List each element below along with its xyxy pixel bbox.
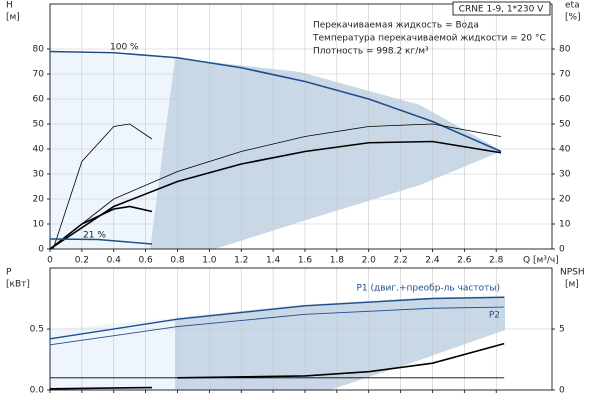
plot-frame <box>49 3 553 250</box>
x-tick-label: 1.6 <box>298 256 313 266</box>
y2-tick-label: 0 <box>559 386 565 396</box>
y-tick-label: 70 <box>33 70 45 80</box>
y2-tick-label: 80 <box>559 45 571 55</box>
info-line: Температура перекачиваемой жидкости = 20… <box>312 34 546 44</box>
range-dark <box>175 296 505 390</box>
curve <box>49 238 153 245</box>
y2-tick-label: 40 <box>559 145 571 155</box>
y-axis-title: P <box>6 268 12 278</box>
y2-tick-label: 30 <box>559 170 571 180</box>
x-tick-label: 2.0 <box>362 256 377 266</box>
y2-axis-title: [%] <box>565 13 581 23</box>
y-tick-label: 50 <box>33 120 45 130</box>
y2-axis-title: [м] <box>565 280 579 290</box>
x-tick-label: 2.6 <box>457 256 472 266</box>
curve <box>49 386 153 390</box>
x-tick-label: 0 <box>47 256 53 266</box>
curve <box>49 50 502 153</box>
curve-label: 100 % <box>110 43 139 53</box>
y-tick-label: 30 <box>33 170 45 180</box>
y2-tick-label: 50 <box>559 120 571 130</box>
legend-p2: P2 <box>489 311 500 321</box>
x-tick-label: 1.8 <box>330 256 345 266</box>
y2-tick-label: 10 <box>559 220 571 230</box>
curve <box>52 123 153 250</box>
plot-frame <box>49 267 553 391</box>
curve <box>49 123 502 250</box>
y-tick-label: 80 <box>33 45 45 55</box>
x-tick-label: 2.2 <box>393 256 407 266</box>
y-tick-label: 40 <box>33 145 45 155</box>
x-tick-label: 1.0 <box>202 256 217 266</box>
range-dark <box>150 58 502 249</box>
y-tick-label: 0 <box>38 245 44 255</box>
y-axis-title: [кВт] <box>6 280 30 290</box>
y-tick-label: 0.0 <box>30 386 45 396</box>
y-tick-label: 0.5 <box>30 325 44 335</box>
curve <box>49 205 153 250</box>
y-axis-title: [м] <box>6 13 20 23</box>
y2-tick-label: 0 <box>559 245 565 255</box>
curve-label: 21 % <box>83 231 106 241</box>
range-light <box>50 52 175 249</box>
y-tick-label: 60 <box>33 95 45 105</box>
y2-tick-label: 70 <box>559 70 571 80</box>
x-tick-label: 2.8 <box>489 256 504 266</box>
info-box <box>452 1 551 16</box>
x-tick-label: 0.2 <box>75 256 89 266</box>
curve <box>177 342 505 379</box>
y-tick-label: 20 <box>33 195 45 205</box>
info-title: CRNE 1-9, 1*230 V <box>459 5 545 15</box>
x-tick-label: 0.6 <box>138 256 153 266</box>
x-tick-label: 0.8 <box>170 256 185 266</box>
plot-layer: 0 0.2 0.4 0.6 0.8 1.0 1.2 1.4 1.6 1.8 2.0 2.2 2.4 2.6… <box>30 3 571 396</box>
y-tick-label: 10 <box>33 220 45 230</box>
y2-tick-label: 60 <box>559 95 571 105</box>
y2-axis-title: eta <box>565 1 580 11</box>
x-tick-label: 2.4 <box>425 256 440 266</box>
y2-tick-label: 5 <box>559 325 565 335</box>
y-axis-title: H <box>6 1 13 11</box>
legend-p1: P1 (двиг.+преобр-ль частоты) <box>357 284 501 294</box>
x-axis-title: Q [м³/ч] <box>523 256 559 266</box>
y2-tick-label: 20 <box>559 195 571 205</box>
curve <box>49 140 502 250</box>
range-light <box>50 318 175 390</box>
curve <box>49 306 505 346</box>
x-tick-label: 0.4 <box>107 256 122 266</box>
x-tick-label: 1.2 <box>234 256 248 266</box>
curve <box>49 296 505 340</box>
info-line: Перекачиваемая жидкость = Вода <box>313 21 479 31</box>
x-tick-label: 1.4 <box>266 256 281 266</box>
info-line: Плотность = 998.2 кг/м³ <box>313 47 429 57</box>
y2-axis-title: NPSH <box>560 268 585 278</box>
